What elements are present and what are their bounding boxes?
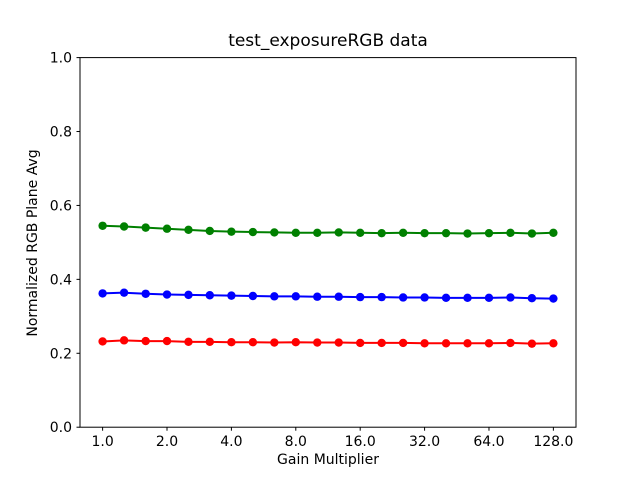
- data-point-green: [420, 228, 429, 238]
- x-tick-label: 2.0: [156, 434, 178, 450]
- data-point-red: [270, 338, 279, 347]
- series-line-green: [101, 224, 555, 235]
- data-point-red: [119, 336, 129, 345]
- data-point-blue: [355, 292, 365, 302]
- data-point-red: [527, 339, 537, 348]
- data-point-green: [441, 228, 451, 238]
- data-point-red: [484, 339, 494, 348]
- data-point-red: [291, 337, 300, 347]
- data-point-blue: [420, 293, 429, 302]
- y-tick-label: 0.8: [50, 125, 72, 141]
- data-point-red: [184, 337, 193, 347]
- data-point-blue: [398, 293, 408, 302]
- data-point-green: [227, 227, 236, 236]
- data-point-blue: [549, 294, 558, 303]
- data-point-red: [420, 339, 429, 348]
- data-point-blue: [141, 289, 150, 298]
- x-tick-label: 128.0: [533, 434, 573, 450]
- data-point-red: [441, 339, 451, 348]
- data-point-red: [334, 338, 343, 347]
- data-point-red: [98, 337, 107, 346]
- data-point-green: [291, 228, 300, 237]
- data-point-red: [398, 338, 408, 348]
- data-point-green: [119, 222, 129, 231]
- data-point-green: [527, 229, 537, 238]
- data-point-green: [334, 228, 343, 237]
- data-point-green: [98, 221, 107, 230]
- data-point-red: [549, 339, 558, 348]
- x-axis-label: Gain Multiplier: [277, 452, 379, 468]
- data-point-blue: [162, 290, 172, 299]
- data-point-green: [270, 228, 279, 237]
- data-point-green: [313, 228, 322, 237]
- x-tick-label: 8.0: [285, 434, 307, 450]
- data-point-blue: [484, 293, 494, 303]
- data-point-red: [463, 339, 472, 348]
- data-point-blue: [527, 294, 537, 303]
- data-point-blue: [441, 293, 451, 303]
- y-tick-label: 1.0: [50, 51, 72, 67]
- y-tick-label: 0.2: [50, 346, 72, 362]
- data-point-red: [506, 338, 515, 348]
- y-tick-label: 0.6: [50, 198, 72, 214]
- data-point-green: [162, 224, 172, 233]
- data-point-green: [377, 228, 386, 238]
- data-point-green: [355, 228, 365, 237]
- data-point-blue: [506, 293, 515, 302]
- series-line-red: [101, 339, 555, 345]
- series-line-blue: [101, 291, 555, 300]
- data-point-red: [162, 336, 172, 346]
- data-point-green: [141, 223, 150, 232]
- x-tick-label: 4.0: [220, 434, 242, 450]
- data-point-red: [355, 338, 365, 348]
- data-point-blue: [205, 291, 214, 300]
- data-point-green: [398, 228, 408, 237]
- data-point-blue: [313, 292, 322, 301]
- y-tick-label: 0.0: [50, 420, 72, 436]
- data-point-red: [377, 338, 386, 348]
- data-point-red: [248, 337, 258, 347]
- data-point-green: [205, 226, 214, 236]
- data-point-blue: [98, 289, 107, 298]
- data-point-red: [205, 337, 214, 347]
- x-tick-label: 32.0: [409, 434, 440, 450]
- x-tick-label: 1.0: [91, 434, 113, 450]
- data-point-blue: [184, 290, 193, 300]
- y-tick-label: 0.4: [50, 272, 72, 288]
- data-point-red: [313, 338, 322, 347]
- data-point-green: [506, 228, 515, 237]
- data-point-green: [549, 228, 558, 237]
- y-axis-label: Normalized RGB Plane Avg: [25, 149, 41, 337]
- chart-title: test_exposureRGB data: [228, 31, 428, 51]
- x-tick-label: 64.0: [473, 434, 504, 450]
- data-point-green: [484, 228, 494, 238]
- axes-frame: [79, 57, 577, 428]
- data-point-blue: [270, 292, 279, 301]
- data-point-green: [463, 229, 472, 238]
- data-point-blue: [334, 292, 343, 301]
- data-point-blue: [227, 291, 236, 300]
- data-point-green: [184, 225, 193, 235]
- data-point-blue: [377, 292, 386, 302]
- x-tick-label: 16.0: [345, 434, 376, 450]
- data-point-green: [248, 227, 258, 237]
- data-point-blue: [119, 288, 129, 297]
- data-point-red: [141, 336, 150, 346]
- data-point-blue: [248, 291, 258, 301]
- data-point-blue: [291, 292, 300, 301]
- data-point-blue: [463, 293, 472, 303]
- data-point-red: [227, 337, 236, 347]
